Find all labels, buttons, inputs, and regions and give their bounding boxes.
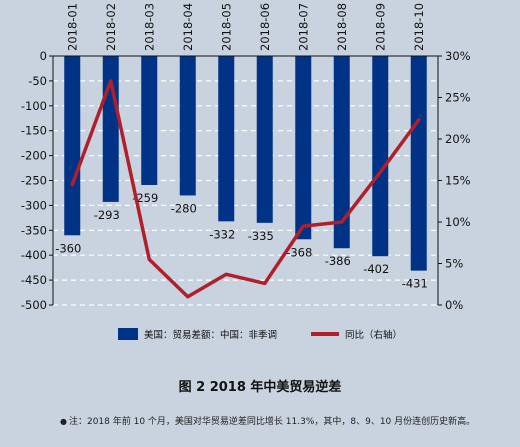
chart-area: 0 -50 -100 -150 -200 -250 -300 -350 -400 -450 -500…: [21, 3, 471, 312]
line-point: [263, 281, 267, 285]
legend-swatch-bar: [117, 328, 138, 340]
y-right-tick-label: 15%: [445, 174, 471, 188]
line-point: [186, 295, 190, 299]
series-line-yoy: [70, 79, 421, 299]
bar: [218, 56, 235, 222]
figure-caption: 图 2 2018 年中美贸易逆差: [178, 380, 342, 395]
y-right-tick-label: 0%: [445, 298, 463, 312]
chart-legend: 美国：贸易差额：中国：非季调 同比（右轴）: [0, 327, 520, 341]
bullet-icon: ●: [60, 417, 67, 426]
legend-label-yoy: 同比（右轴）: [345, 330, 403, 341]
legend-item-yoy: 同比（右轴）: [311, 327, 402, 341]
x-tick-label: 2018-09: [373, 3, 387, 51]
legend-swatch-line: [311, 332, 339, 336]
x-tick-label: 2018-03: [142, 3, 156, 51]
legend-item-trade-balance: 美国：贸易差额：中国：非季调: [117, 327, 277, 341]
x-tick-label: 2018-08: [335, 3, 349, 51]
line-point: [70, 183, 74, 187]
legend-label-trade-balance: 美国：贸易差额：中国：非季调: [143, 330, 277, 341]
y-right-tick-label: 20%: [445, 132, 471, 146]
y-left-tick-label: -250: [21, 174, 47, 188]
x-tick-label: 2018-02: [104, 3, 118, 51]
bar: [102, 56, 119, 202]
bar: [256, 56, 273, 223]
x-tick-label: 2018-07: [296, 3, 310, 51]
y-left-tick-label: -100: [21, 99, 47, 113]
x-tick-label: 2018-10: [412, 3, 426, 51]
y-left-tick-label: -50: [28, 74, 47, 88]
x-tick-label: 2018-04: [181, 3, 195, 51]
y-left-tick-label: -450: [21, 273, 47, 287]
bar: [179, 56, 196, 196]
x-tick-label: 2018-01: [65, 3, 79, 51]
bar-value-label: -332: [209, 227, 235, 241]
bar: [333, 56, 350, 249]
bar-value-label: -368: [286, 245, 312, 259]
x-tick-label: 2018-06: [258, 3, 272, 51]
line-point: [417, 118, 421, 122]
note-text: 注：2018 年前 10 个月，美国对华贸易逆差同比增长 11.3%，其中，8、…: [68, 417, 476, 427]
y-left-tick-label: 0: [40, 49, 47, 63]
y-left-tick-label: -300: [21, 198, 47, 212]
y-left-tick-label: -500: [21, 298, 47, 312]
y-right-tick-label: 10%: [445, 215, 471, 229]
line-point: [147, 257, 151, 261]
line-point: [301, 224, 305, 228]
bar: [64, 56, 81, 236]
bar-value-label: -386: [325, 254, 351, 268]
y-right-tick-label: 5%: [445, 257, 463, 271]
y-left-tick-label: -150: [21, 124, 47, 138]
bar: [141, 56, 158, 185]
bar: [410, 56, 427, 271]
figure-note: ● 注：2018 年前 10 个月，美国对华贸易逆差同比增长 11.3%，其中，8…: [60, 414, 520, 427]
y-right-tick-label: 25%: [445, 91, 471, 105]
line-point: [378, 170, 382, 174]
bar-value-label: -293: [94, 208, 120, 222]
bar-value-label: -402: [363, 262, 389, 276]
x-tick-label: 2018-05: [219, 3, 233, 51]
bar-value-label: -360: [55, 241, 81, 255]
y-left-tick-label: -400: [21, 248, 47, 262]
y-right-tick-label: 30%: [445, 49, 471, 63]
bar-value-label: -259: [132, 191, 158, 205]
bar-value-label: -335: [248, 229, 274, 243]
y-left-tick-label: -350: [21, 223, 47, 237]
bar: [295, 56, 312, 240]
bar-value-label: -280: [171, 201, 197, 215]
line-point: [340, 220, 344, 224]
line-point: [109, 79, 113, 83]
line-point: [224, 272, 228, 276]
bar: [372, 56, 389, 257]
y-left-tick-label: -200: [21, 149, 47, 163]
bar-value-label: -431: [402, 277, 428, 291]
